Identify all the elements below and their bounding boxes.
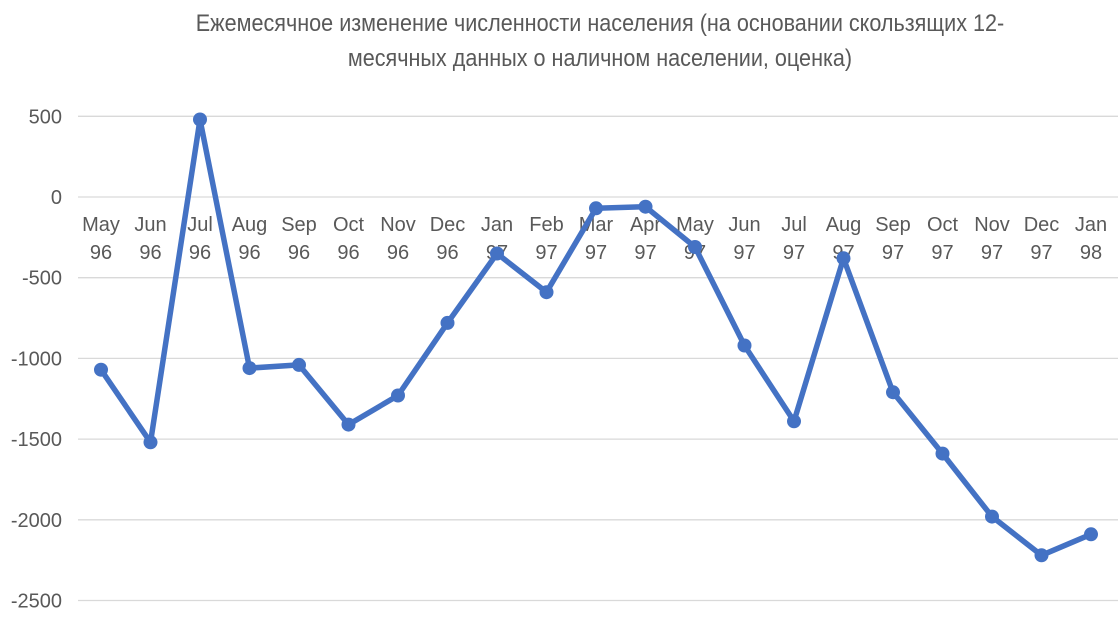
data-point-Apr-97 [638,199,653,214]
x-tick-label: Nov 96 [380,214,416,264]
x-tick-label: Jun 97 [728,214,760,264]
data-point-Nov-97 [985,509,999,524]
data-point-Mar-97 [589,201,603,216]
x-tick-label: Jul 97 [781,214,807,264]
chart-title-line2: месячных данных о наличном населении, оц… [347,45,853,72]
x-tick-label: Jan 98 [1075,214,1107,264]
x-tick-label: Jun 96 [134,214,166,264]
y-tick-label: -2000 [11,510,62,532]
data-point-May-96 [94,362,108,377]
data-line [98,116,1094,559]
data-point-Nov-96 [391,388,405,403]
data-point-Jun-97 [737,338,752,353]
chart-title-line1: Ежемесячное изменение численности населе… [195,10,1005,37]
chart-title: Ежемесячное изменение численности населе… [132,6,1068,76]
data-point-Aug-96 [242,361,257,376]
x-tick-label: Feb 97 [529,214,563,264]
x-tick-label: Apr 97 [630,214,661,264]
data-point-Jul-97 [787,414,801,429]
data-point-Dec-97 [1034,548,1049,563]
data-point-Dec-96 [440,315,455,330]
x-tick-label: Dec 97 [1024,214,1060,264]
y-tick-label: -2500 [11,591,62,613]
data-point-Oct-97 [935,446,950,461]
x-axis-labels: May 96 Jun 96 Jul 96 Aug 96 Sep 96 Oct 96 Nov 96 Dec 96… [82,214,1107,264]
x-tick-label: May 96 [82,214,120,264]
data-point-Oct-96 [341,417,356,432]
y-tick-label: -1500 [11,429,62,451]
y-tick-label: -1000 [11,348,62,370]
x-tick-label: Sep 96 [281,214,317,264]
data-markers [94,112,1098,563]
x-tick-label: Mar 97 [579,214,614,264]
data-point-Aug-97 [836,251,851,266]
x-tick-label: Sep 97 [875,214,911,264]
x-tick-label: Oct 97 [927,214,959,264]
x-tick-label: Oct 96 [333,214,365,264]
y-gridlines [78,115,1118,602]
data-point-Sep-97 [886,385,900,400]
data-point-May-97 [688,240,702,254]
y-tick-label: 0 [51,187,62,209]
x-tick-label: Aug 96 [232,214,268,264]
x-tick-label: Nov 97 [974,214,1010,264]
data-point-Sep-96 [292,357,306,372]
data-point-Jan-97 [490,246,504,261]
data-point-Jan-98 [1084,527,1098,542]
data-point-Jun-96 [143,435,158,450]
x-tick-label: Dec 96 [430,214,466,264]
data-point-Jul-96 [193,112,207,127]
data-point-Feb-97 [539,285,554,300]
y-axis-labels: 500 0 -500 -1000 -1500 -2000 -2500 [11,106,62,612]
y-tick-label: -500 [22,268,62,290]
x-tick-label: Jul 96 [187,214,213,264]
y-tick-label: 500 [29,106,62,128]
